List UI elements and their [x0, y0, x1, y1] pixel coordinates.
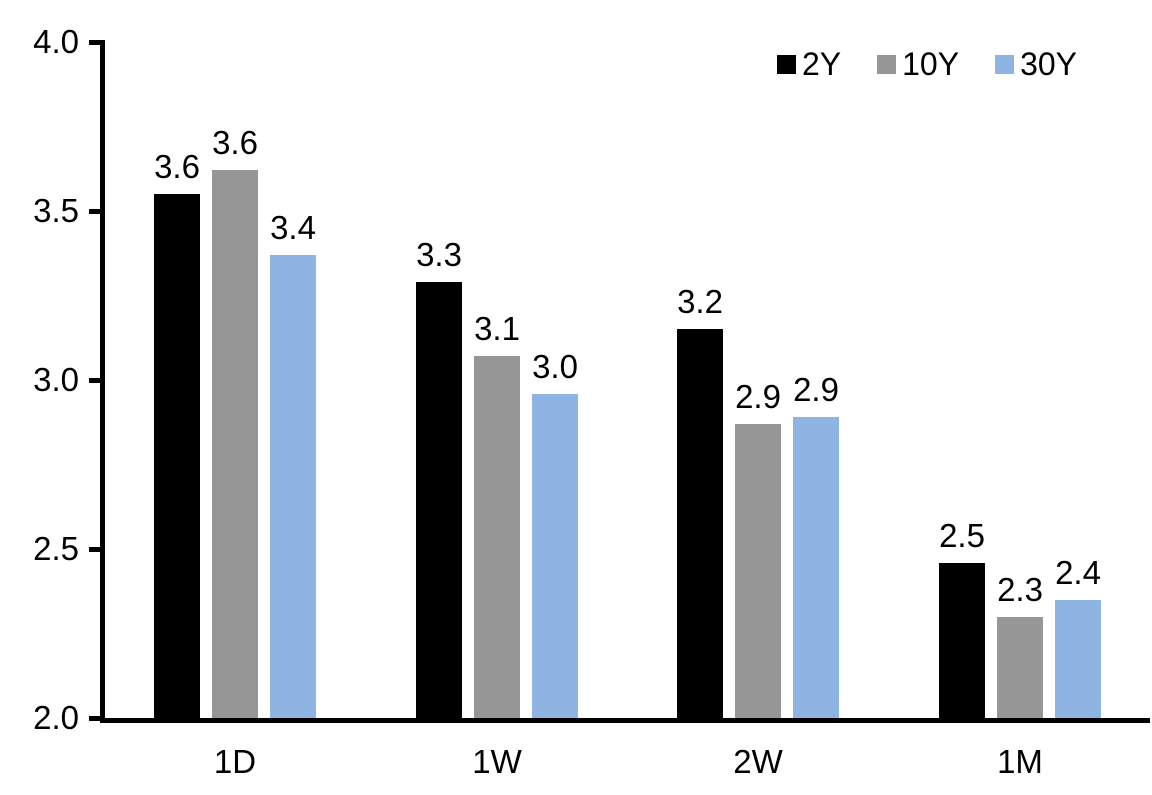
bar-10y-2w	[735, 424, 781, 718]
bar-30y-1m	[1055, 600, 1101, 718]
bar-2y-1w	[416, 282, 462, 718]
x-axis-label: 2W	[733, 743, 783, 780]
bar-30y-1d	[270, 255, 316, 718]
y-axis-line	[100, 40, 105, 723]
bar-10y-1w	[474, 356, 520, 718]
y-axis-tick-label: 3.0	[33, 361, 79, 398]
bar-value-label: 2.4	[1055, 554, 1101, 591]
bar-10y-1d	[212, 170, 258, 718]
y-axis-tick-label: 3.5	[33, 192, 79, 229]
bar-value-label: 3.6	[154, 148, 200, 185]
legend-label: 10Y	[902, 46, 960, 82]
y-axis-tick-label: 2.5	[33, 530, 79, 567]
legend-label: 2Y	[801, 46, 842, 82]
bar-value-label: 3.4	[270, 209, 316, 246]
legend-swatch-30y	[995, 54, 1015, 74]
bar-2y-1m	[939, 563, 985, 718]
bar-30y-1w	[532, 394, 578, 718]
x-axis-label: 1W	[472, 743, 522, 780]
bar-value-label: 2.9	[793, 371, 839, 408]
bar-value-label: 2.9	[735, 378, 781, 415]
bar-2y-2w	[677, 329, 723, 718]
bar-value-label: 3.2	[677, 283, 723, 320]
bar-2y-1d	[154, 194, 200, 718]
legend-swatch-2y	[776, 54, 796, 74]
bar-value-label: 2.3	[997, 571, 1043, 608]
bar-value-label: 3.6	[212, 124, 258, 161]
y-axis-tick	[89, 209, 102, 214]
legend: 2Y 10Y 30Y	[776, 46, 1077, 82]
legend-item-10y: 10Y	[877, 46, 959, 82]
y-axis-tick	[89, 40, 102, 45]
y-axis-tick-label: 4.0	[33, 23, 79, 60]
y-axis-tick	[89, 547, 102, 552]
legend-item-30y: 30Y	[995, 46, 1077, 82]
x-axis-label: 1M	[997, 743, 1043, 780]
bar-30y-2w	[793, 417, 839, 718]
y-axis-tick-label: 2.0	[33, 699, 79, 736]
x-axis-label: 1D	[213, 743, 257, 780]
bar-10y-1m	[997, 617, 1043, 718]
y-axis-tick	[89, 716, 102, 721]
x-axis-line	[100, 718, 1150, 723]
y-axis-tick	[89, 378, 102, 383]
bar-value-label: 3.0	[532, 348, 578, 385]
bar-value-label: 3.3	[416, 236, 462, 273]
legend-item-2y: 2Y	[776, 46, 842, 82]
legend-swatch-10y	[877, 54, 897, 74]
legend-label: 30Y	[1020, 46, 1077, 82]
bar-value-label: 2.5	[939, 517, 985, 554]
bar-value-label: 3.1	[474, 310, 520, 347]
